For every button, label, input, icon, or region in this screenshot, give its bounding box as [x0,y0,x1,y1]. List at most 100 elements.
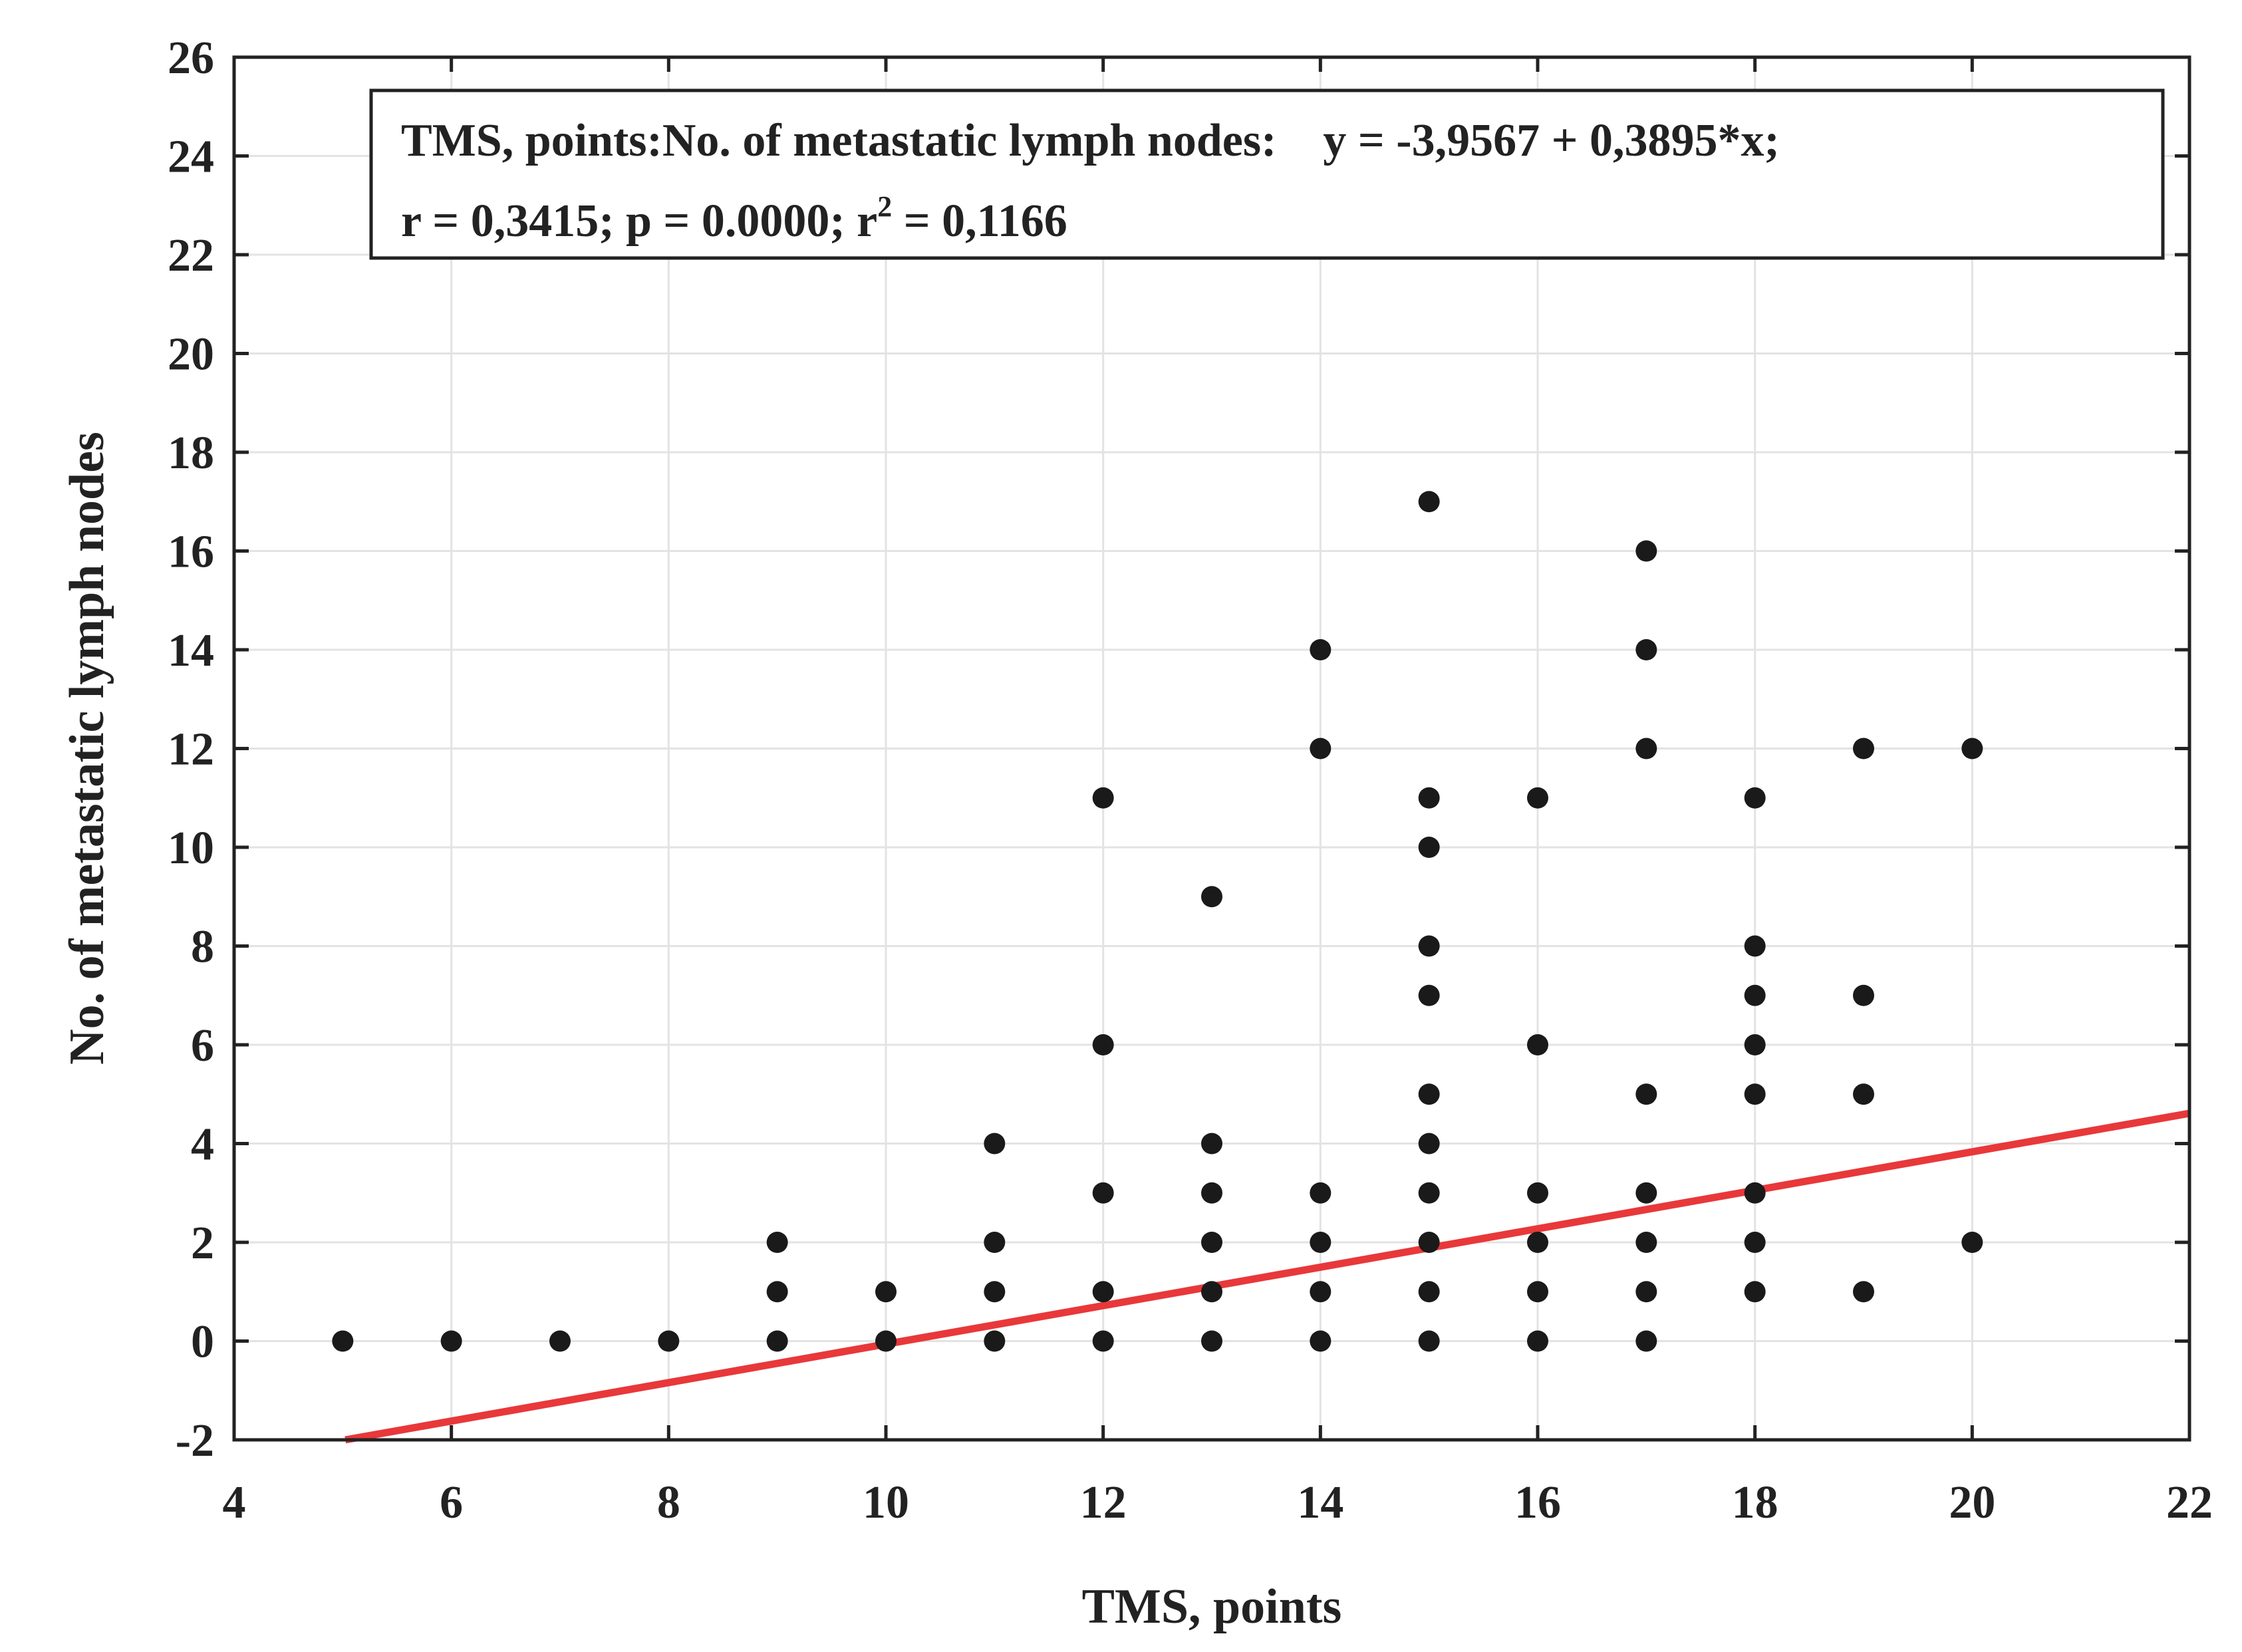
data-point [984,1232,1006,1253]
data-point [1201,1330,1222,1352]
data-point [1201,886,1222,908]
data-point [1744,984,1766,1006]
data-point [1092,787,1114,809]
data-point [1527,1232,1548,1253]
x-tick-label: 8 [657,1477,680,1528]
data-point [1961,1232,1983,1253]
x-tick-label: 16 [1514,1477,1561,1528]
x-axis-title: TMS, points [1082,1580,1342,1634]
data-point [1310,639,1331,660]
data-point [1310,738,1331,759]
data-point [1092,1281,1114,1303]
y-tick-label: 4 [191,1119,214,1170]
data-point [1201,1182,1222,1204]
data-point [1418,1182,1440,1204]
x-tick-label: 12 [1080,1477,1127,1528]
data-point [1418,1330,1440,1352]
y-tick-label: 22 [168,230,214,281]
y-tick-label: 20 [168,329,214,380]
legend-r-squared-value: = 0,1166 [892,196,1067,247]
data-point [1744,935,1766,957]
y-tick-label: 14 [168,625,214,676]
data-point [1418,1083,1440,1105]
data-point [1853,984,1874,1006]
legend-statistics: r = 0,3415; p = 0.0000; r2 = 0,1166 [401,190,1067,247]
data-point [549,1330,571,1352]
x-tick-label: 4 [223,1477,246,1528]
y-tick-label: 16 [168,527,214,578]
data-point [1527,787,1548,809]
data-point [1635,540,1657,562]
data-point [1744,787,1766,809]
data-point [1310,1281,1331,1303]
legend-r-squared-exponent: 2 [877,190,892,223]
data-point [766,1330,788,1352]
data-point [1744,1281,1766,1303]
y-axis-title: No. of metastatic lymph nodes [60,432,114,1065]
axis-ticks [232,55,2191,1442]
legend-box [369,88,2165,260]
data-point [1527,1182,1548,1204]
data-point [1201,1133,1222,1155]
data-point [1310,1330,1331,1352]
data-point [1744,1034,1766,1055]
legend-equation: TMS, points:No. of metastatic lymph node… [401,115,1780,166]
data-point [1961,738,1983,759]
data-point [1635,639,1657,660]
data-point [1310,1232,1331,1253]
y-tick-label: 26 [168,33,214,84]
data-point [984,1281,1006,1303]
x-tick-label: 10 [863,1477,909,1528]
data-point [1418,491,1440,513]
regression-legend: TMS, points:No. of metastatic lymph node… [369,88,2165,260]
data-point [1744,1232,1766,1253]
data-point [1527,1281,1548,1303]
legend-stats-text: r = 0,3415; p = 0.0000; r [401,196,877,247]
x-tick-label: 14 [1297,1477,1343,1528]
data-point [1527,1330,1548,1352]
data-point [1418,1232,1440,1253]
data-point [1635,1232,1657,1253]
data-point [1635,1182,1657,1204]
data-point [1853,1281,1874,1303]
data-point [1092,1034,1114,1055]
data-point [1744,1083,1766,1105]
y-tick-label: 10 [168,823,214,874]
y-tick-label: 8 [191,922,214,973]
y-tick-label: 18 [168,428,214,479]
y-tick-label: 6 [191,1020,214,1071]
data-point [1418,1281,1440,1303]
y-tick-label: 12 [168,724,214,775]
data-point [984,1330,1006,1352]
x-axis-tick-labels: 4 6 8 10 12 14 16 18 20 22 [223,1477,2213,1528]
y-tick-label: 24 [168,132,214,183]
data-point [1853,738,1874,759]
data-point [440,1330,462,1352]
data-point [875,1281,897,1303]
data-point [658,1330,680,1352]
regression-line [345,1109,2190,1444]
data-point [1092,1330,1114,1352]
data-point [1310,1182,1331,1204]
data-point [1201,1281,1222,1303]
x-tick-label: 20 [1949,1477,1995,1528]
data-point [1092,1182,1114,1204]
data-point [1201,1232,1222,1253]
data-point [766,1281,788,1303]
data-point [984,1133,1006,1155]
data-point [766,1232,788,1253]
regression-line-layer [345,1109,2190,1444]
data-points [332,491,1983,1352]
x-tick-label: 6 [440,1477,463,1528]
data-point [875,1330,897,1352]
y-tick-label: 2 [191,1218,214,1269]
data-point [1744,1182,1766,1204]
data-point [1635,1083,1657,1105]
data-point [1527,1034,1548,1055]
data-point [1418,1133,1440,1155]
data-point [1418,984,1440,1006]
data-point [1635,738,1657,759]
